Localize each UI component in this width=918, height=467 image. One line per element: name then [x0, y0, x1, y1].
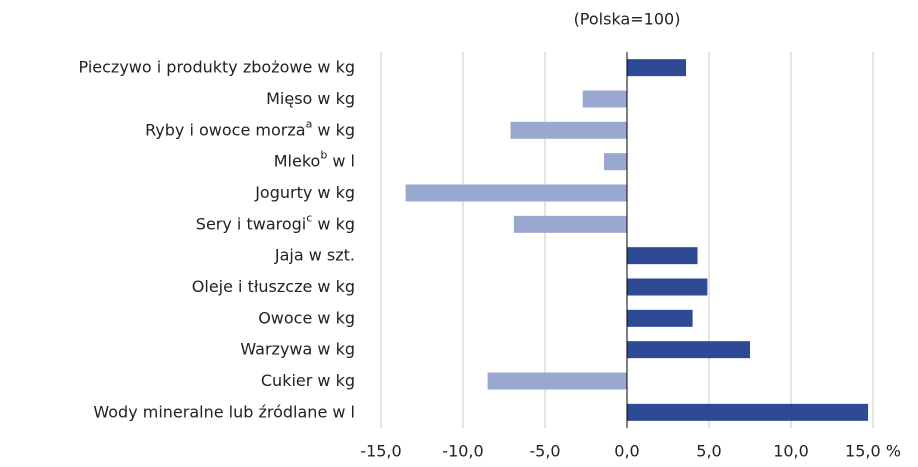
y-tick-label: Mlekob w l	[274, 148, 355, 170]
x-tick-label: -5,0	[529, 442, 560, 461]
label-text: Wody mineralne lub źródlane w l	[93, 402, 355, 421]
y-tick-label: Mięso w kg	[266, 89, 355, 108]
x-tick-label: 10,0	[773, 442, 809, 461]
label-text: Jogurty w kg	[254, 183, 355, 202]
label-text: Oleje i tłuszcze w kg	[192, 277, 355, 296]
bar	[513, 215, 627, 233]
label-text: w l	[327, 151, 355, 170]
bar	[487, 372, 627, 390]
label-text: Ryby i owoce morza	[145, 120, 306, 139]
bar	[405, 184, 627, 202]
y-tick-label: Oleje i tłuszcze w kg	[192, 277, 355, 296]
chart-subtitle: (Polska=100)	[574, 10, 681, 29]
label-superscript: a	[306, 117, 313, 130]
y-tick-label: Owoce w kg	[258, 308, 355, 327]
y-tick-label: Warzywa w kg	[240, 339, 355, 358]
label-text: Mleko	[274, 151, 321, 170]
y-tick-label: Jaja w szt.	[274, 245, 355, 264]
bar	[510, 121, 627, 139]
label-text: Mięso w kg	[266, 89, 355, 108]
bar	[582, 90, 627, 108]
y-tick-label: Pieczywo i produkty zbożowe w kg	[79, 57, 355, 76]
x-tick-label: -15,0	[360, 442, 401, 461]
bar	[627, 247, 698, 265]
label-text: Cukier w kg	[261, 371, 355, 390]
label-text: Sery i twarogi	[196, 214, 306, 233]
label-text: w kg	[312, 120, 355, 139]
label-text: Pieczywo i produkty zbożowe w kg	[79, 57, 355, 76]
y-tick-label: Ryby i owoce morzaa w kg	[145, 117, 355, 139]
bar	[627, 59, 687, 77]
label-text: w kg	[312, 214, 355, 233]
x-tick-label: 5,0	[696, 442, 721, 461]
x-tick-label: 15,0 %	[845, 442, 901, 461]
label-superscript: c	[306, 211, 312, 224]
label-text: Warzywa w kg	[240, 339, 355, 358]
label-text: Owoce w kg	[258, 308, 355, 327]
bar	[627, 403, 869, 421]
y-tick-label: Wody mineralne lub źródlane w l	[93, 402, 355, 421]
bar	[627, 309, 693, 327]
y-tick-label: Jogurty w kg	[254, 183, 355, 202]
bar	[627, 341, 750, 359]
label-superscript: b	[320, 148, 327, 161]
bar	[627, 278, 708, 296]
label-text: Jaja w szt.	[274, 245, 355, 264]
x-tick-label: 0,0	[614, 442, 639, 461]
y-tick-label: Cukier w kg	[261, 371, 355, 390]
y-tick-label: Sery i twarogic w kg	[196, 211, 355, 233]
x-tick-label: -10,0	[442, 442, 483, 461]
bar	[604, 153, 627, 171]
